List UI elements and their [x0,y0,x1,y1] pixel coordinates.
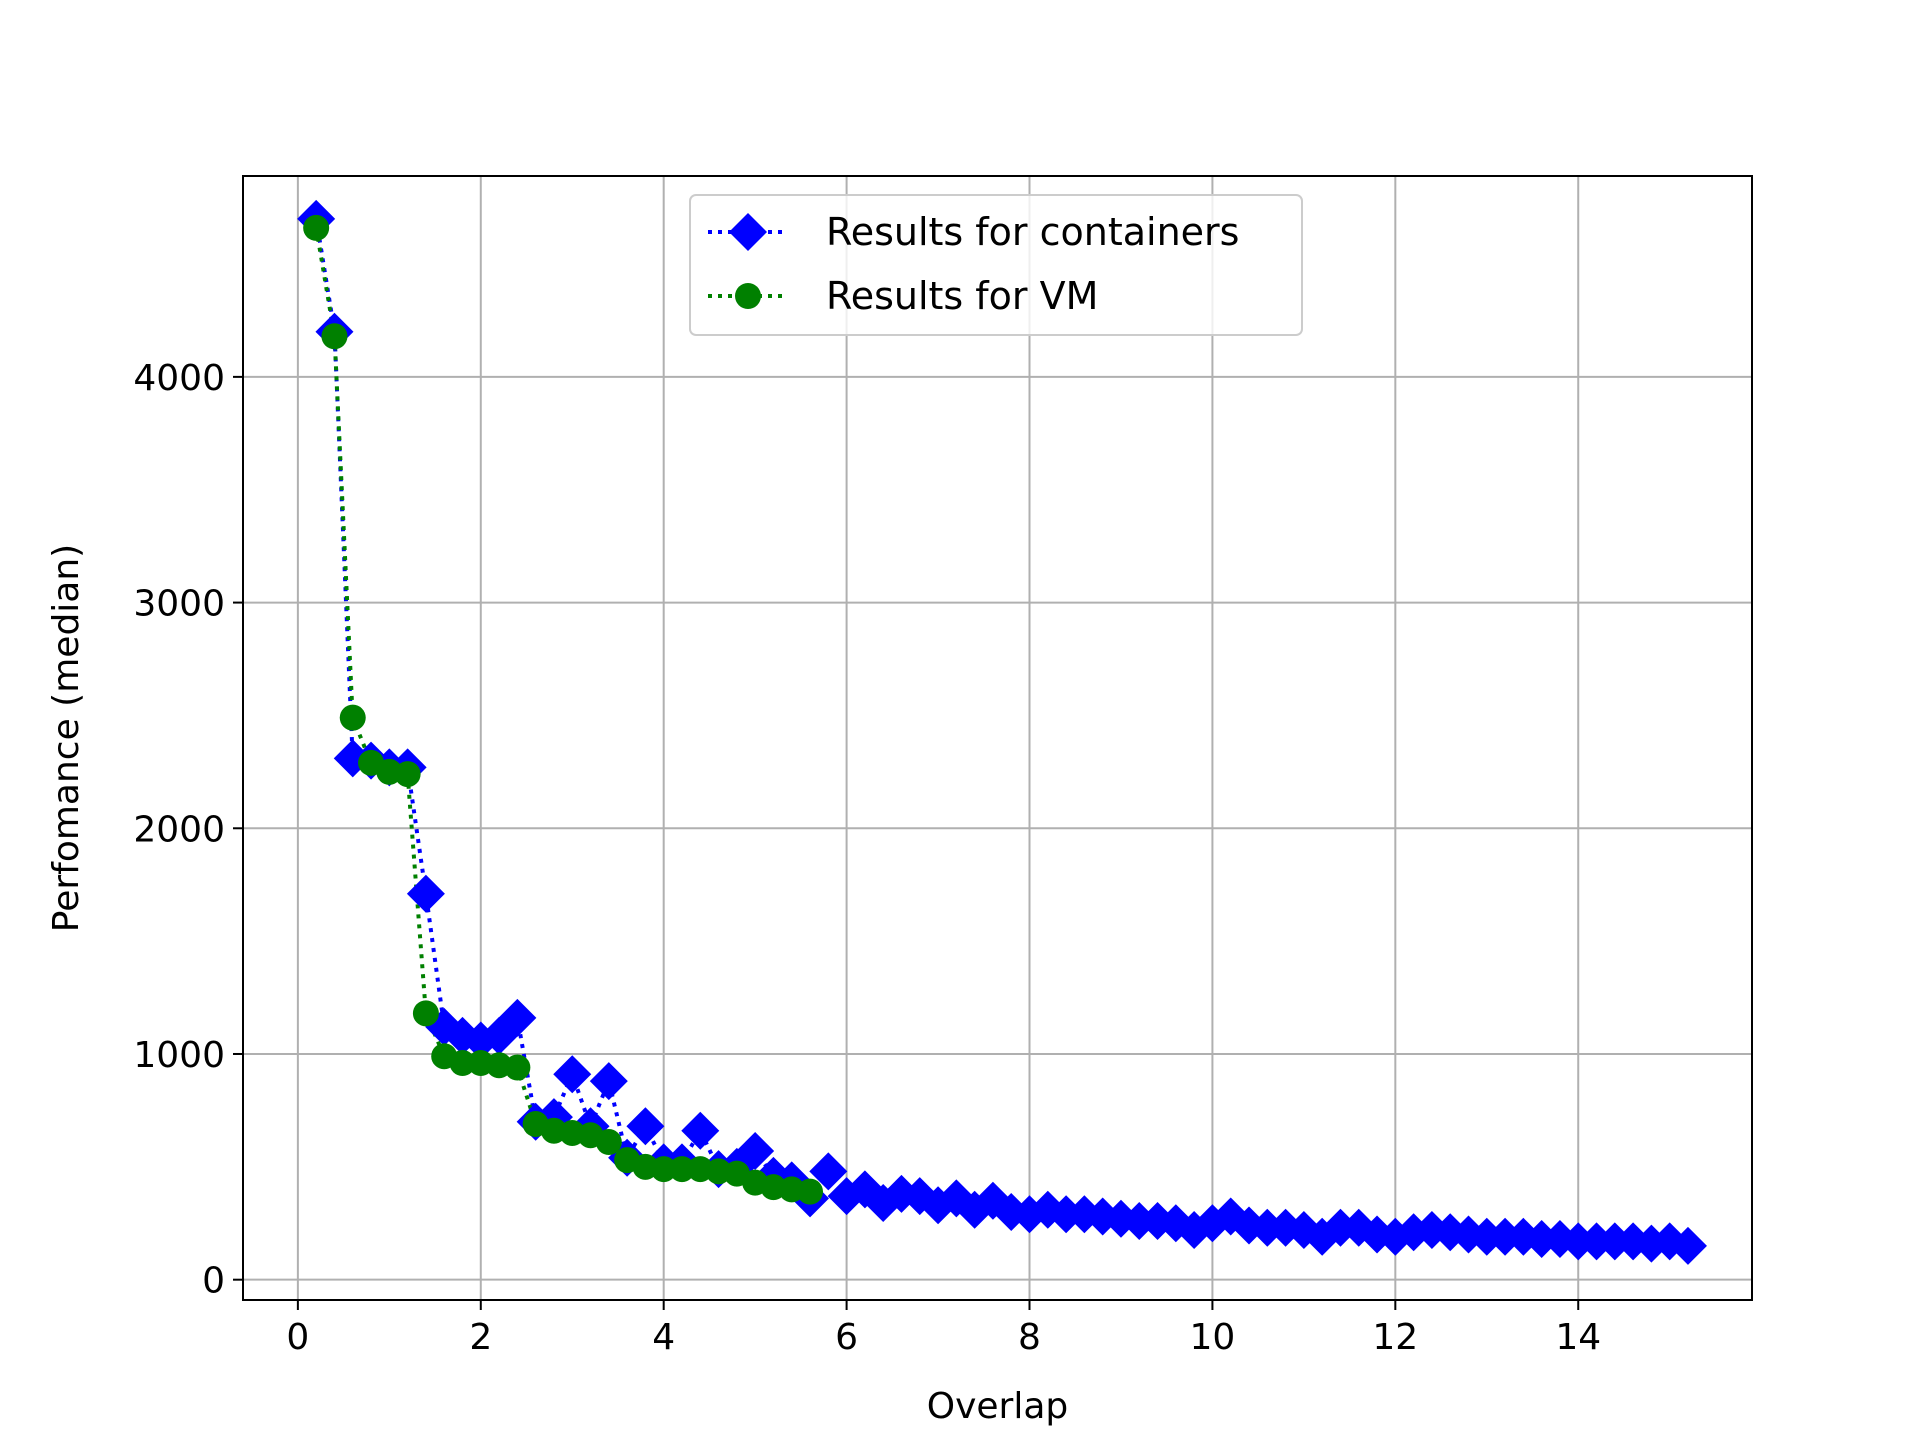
data-point-vm [394,761,421,788]
y-axis-title: Perfomance (median) [46,544,87,932]
x-axis: 0 2 4 6 8 10 12 14 [286,1300,1601,1358]
data-point-vm [797,1178,824,1205]
data-point-vm [595,1129,622,1156]
legend-marker-vm [735,283,761,309]
x-tick-label: 4 [652,1317,675,1358]
y-tick-label: 2000 [133,809,225,850]
legend-marker-containers [729,213,767,251]
data-point-containers [736,1132,775,1171]
plot-markers [297,199,1707,1265]
x-axis-title: Overlap [927,1386,1069,1427]
legend-label-containers: Results for containers [826,210,1239,254]
data-point-containers [553,1055,592,1094]
data-point-vm [650,1156,677,1183]
legend-box [689,194,1303,336]
data-point-containers [681,1111,720,1150]
legend-label-vm: Results for VM [826,274,1098,318]
y-tick-label: 1000 [133,1035,225,1076]
data-point-containers [809,1152,848,1191]
data-point-vm [412,1000,439,1027]
data-point-vm [504,1054,531,1081]
x-tick-label: 0 [286,1317,309,1358]
axes-frame [242,175,1753,1301]
x-tick-label: 10 [1190,1317,1236,1358]
data-point-vm [321,323,348,350]
data-point-vm [449,1050,476,1077]
data-point-containers [406,874,445,913]
x-tick-label: 2 [469,1317,492,1358]
y-tick-label: 0 [202,1261,225,1302]
x-tick-label: 8 [1018,1317,1041,1358]
grid [243,176,1752,1300]
y-axis: 0 1000 2000 3000 4000 [133,358,243,1302]
legend: Results for containers Results for VM [689,194,1303,336]
x-tick-label: 12 [1372,1317,1418,1358]
x-tick-label: 6 [835,1317,858,1358]
data-point-containers [626,1107,665,1146]
series-markers-vm [303,214,824,1205]
data-point-containers [498,998,537,1037]
data-point-containers [480,1016,519,1055]
data-point-containers [589,1062,628,1101]
y-tick-label: 3000 [133,584,225,625]
data-point-containers [1668,1226,1707,1265]
data-point-vm [303,214,330,241]
data-point-vm [339,704,366,731]
x-tick-label: 14 [1555,1317,1601,1358]
data-point-vm [668,1156,695,1183]
y-tick-label: 4000 [133,358,225,399]
